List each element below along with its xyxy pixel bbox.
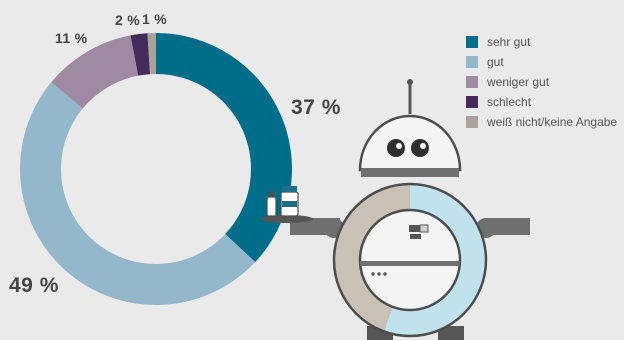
robot-head (358, 79, 462, 177)
legend-item-sehr-gut: sehr gut (466, 32, 624, 52)
robot-right-foot (438, 326, 464, 340)
legend-item-schlecht: schlecht (466, 92, 624, 112)
value-label-schlecht: 2 % (115, 12, 141, 28)
value-label-weniger-gut: 11 % (55, 30, 88, 46)
medicine-bottles-icon (266, 186, 299, 217)
tray (261, 215, 313, 223)
legend: sehr gut gut weniger gut schlecht weiß n… (466, 32, 624, 132)
legend-label-weniger-gut: weniger gut (487, 75, 550, 89)
legend-item-weniger-gut: weniger gut (466, 72, 624, 92)
robot-illustration (261, 79, 530, 340)
legend-swatch-sehr-gut (466, 36, 478, 48)
legend-swatch-weiss-nicht (466, 116, 478, 128)
legend-swatch-schlecht (466, 96, 478, 108)
donut-slice-weniger-gut (51, 35, 139, 109)
legend-label-weiss-nicht: weiß nicht/keine Angabe (487, 115, 618, 129)
donut-slice-gut (19, 82, 256, 306)
donut-slice-sehr-gut (156, 33, 292, 263)
legend-item-gut: gut (466, 52, 624, 72)
donut-slice-weiss-nicht (147, 33, 156, 75)
legend-swatch-gut (466, 56, 478, 68)
robot-body (332, 182, 488, 338)
legend-swatch-weniger-gut (466, 76, 478, 88)
legend-label-gut: gut (487, 55, 504, 69)
value-label-weiss-nicht: 1 % (142, 11, 168, 27)
donut-slices (19, 33, 292, 306)
legend-label-sehr-gut: sehr gut (487, 35, 531, 49)
legend-label-schlecht: schlecht (487, 95, 532, 109)
value-label-gut: 49 % (9, 274, 59, 297)
legend-item-weiss-nicht: weiß nicht/keine Angabe (466, 112, 624, 132)
donut-slice-schlecht (130, 33, 151, 76)
value-label-sehr-gut: 37 % (291, 96, 341, 119)
